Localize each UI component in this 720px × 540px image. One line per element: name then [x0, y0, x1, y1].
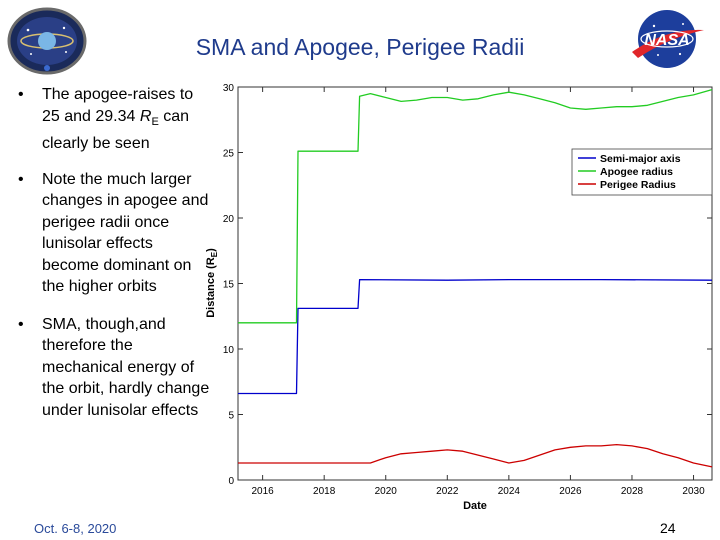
- bullet-text: The apogee-raises to 25 and 29.34 RE can…: [42, 86, 194, 153]
- bullet-dot: •: [18, 86, 24, 103]
- x-tick-label: 2020: [375, 486, 398, 497]
- y-tick-label: 10: [223, 345, 235, 356]
- bullet-dot: •: [18, 170, 24, 188]
- bullet-item: • The apogee-raises to 25 and 29.34 RE c…: [18, 84, 214, 155]
- bullet-text: Note the much larger changes in apogee a…: [42, 170, 209, 296]
- mission-emblem-logo: [7, 7, 87, 75]
- y-tick-label: 30: [223, 83, 235, 94]
- x-tick-label: 2016: [251, 486, 274, 497]
- y-tick-label: 5: [228, 411, 234, 422]
- x-tick-label: 2018: [313, 486, 336, 497]
- y-tick-label: 0: [228, 476, 234, 487]
- legend-label: Apogee radius: [600, 166, 673, 178]
- x-tick-label: 2026: [559, 486, 582, 497]
- legend-label: Semi-major axis: [600, 153, 681, 165]
- plot-area: [237, 86, 713, 481]
- x-tick-label: 2024: [498, 486, 521, 497]
- y-tick-label: 20: [223, 214, 235, 225]
- series-line-apogee-radius: [238, 88, 713, 324]
- series-line-perigee-radius: [238, 443, 713, 468]
- x-tick-label: 2030: [682, 486, 705, 497]
- x-axis-label: Date: [463, 500, 487, 512]
- footer-date: Oct. 6-8, 2020: [34, 521, 117, 536]
- y-tick-label: 15: [223, 280, 235, 291]
- bullet-list: • The apogee-raises to 25 and 29.34 RE c…: [18, 84, 214, 435]
- bullet-dot: •: [18, 315, 24, 333]
- legend-box: [571, 148, 713, 196]
- series-line-semi-major-axis: [238, 278, 713, 395]
- page-number: 24: [660, 520, 676, 536]
- x-tick-label: 2022: [436, 486, 459, 497]
- y-axis-label: Distance (RE): [205, 248, 219, 318]
- y-tick-label: 25: [223, 149, 235, 160]
- legend-label: Perigee Radius: [600, 179, 676, 191]
- bullet-text: SMA, though,and therefore the mechanical…: [42, 315, 210, 419]
- x-tick-label: 2028: [621, 486, 644, 497]
- distance-chart: 0 5 10 15 20 25 30 2016 2018 2020 2022 2024 2026 202…: [205, 83, 713, 512]
- bullet-item: • SMA, though,and therefore the mechanic…: [18, 314, 214, 422]
- nasa-logo-text: NASA: [644, 32, 689, 49]
- bullet-item: • Note the much larger changes in apogee…: [18, 169, 214, 298]
- nasa-logo: NASA: [632, 10, 704, 68]
- slide-title: SMA and Apogee, Perigee Radii: [195, 34, 525, 60]
